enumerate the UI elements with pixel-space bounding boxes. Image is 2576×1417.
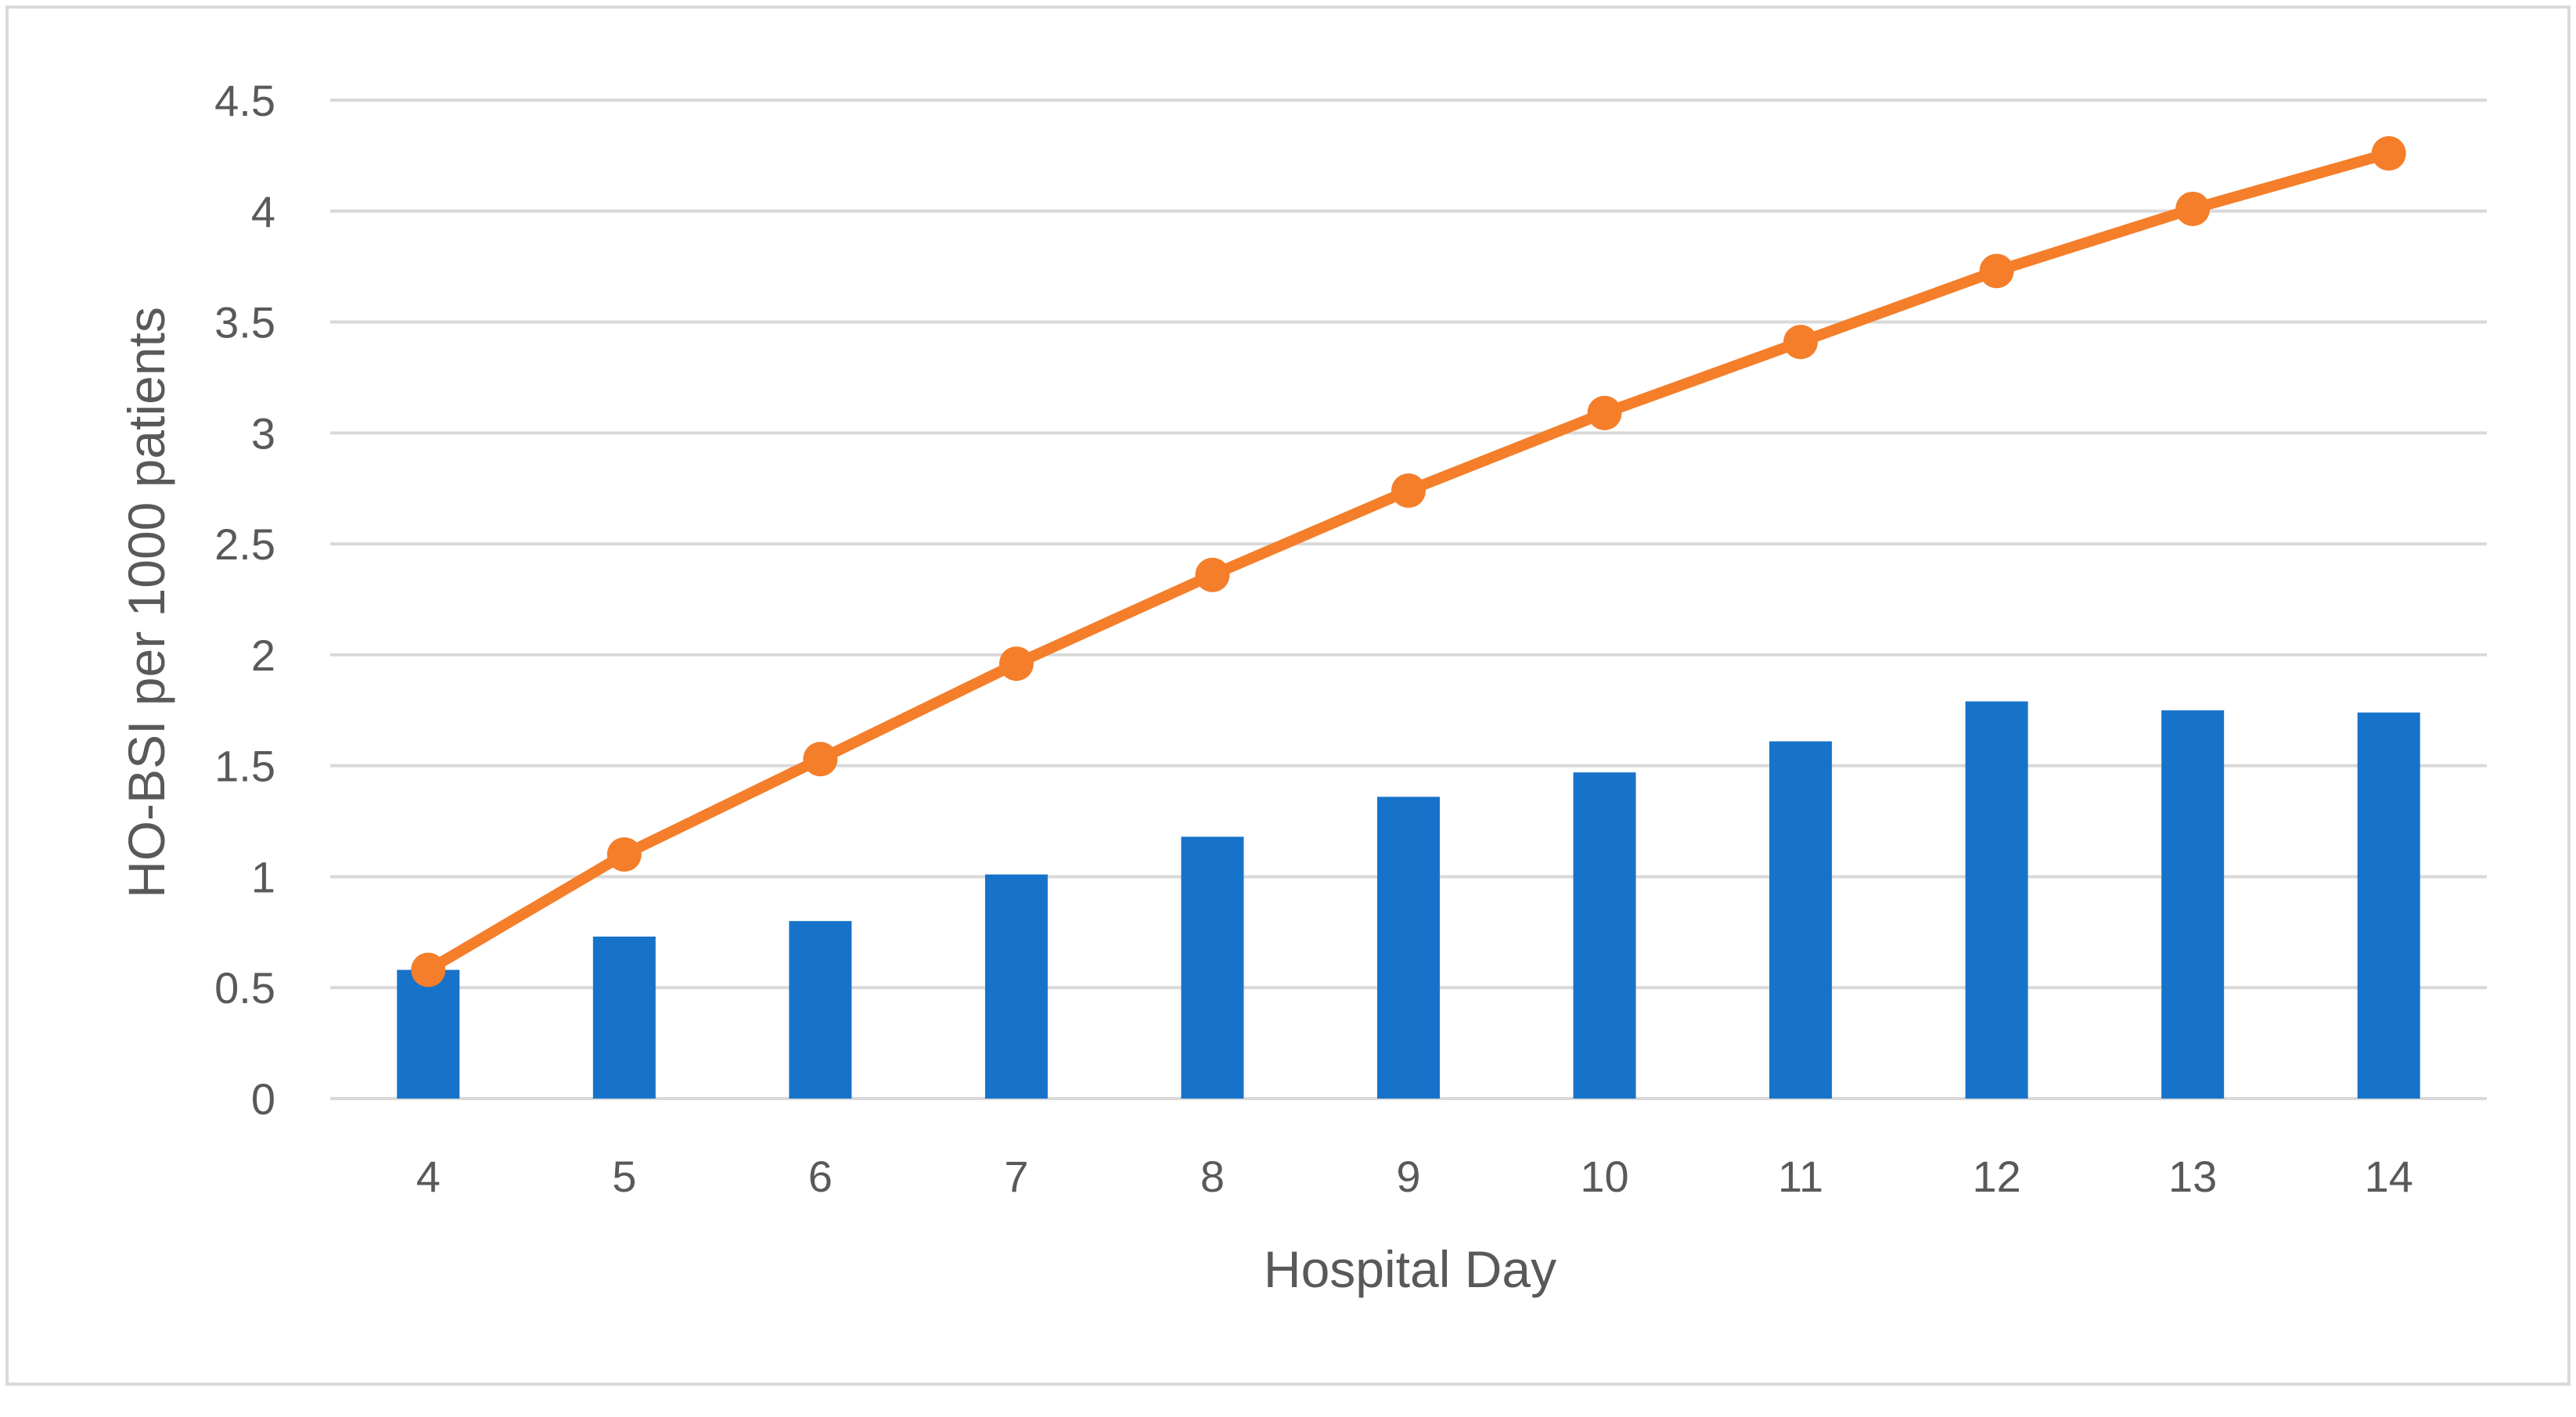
x-tick-label: 11 [1778,1152,1823,1201]
bar [2161,710,2225,1099]
x-tick-label: 14 [2365,1152,2413,1201]
x-tick-label: 5 [612,1152,636,1201]
y-tick-label: 4.5 [214,76,275,125]
bar [984,874,1048,1099]
y-tick-label: 1.5 [214,742,275,791]
x-tick-label: 12 [1972,1152,2020,1201]
y-tick-label: 3 [251,408,275,458]
bar [789,921,852,1099]
line-point [606,837,642,872]
line-series [411,136,2406,987]
y-tick-label: 1 [251,852,275,901]
y-tick-label: 0.5 [214,963,275,1012]
bar [397,969,460,1099]
line-point [998,646,1034,682]
y-tick-label: 4 [251,187,275,236]
bar [1573,772,1636,1099]
y-tick-label: 2 [251,631,275,680]
bar-series [397,701,2420,1099]
line-point [1195,557,1230,592]
bar [592,937,656,1099]
y-axis-title: HO-BSI per 1000 patients [117,307,175,898]
y-axis-ticks: 0 0.5 1 1.5 2 2.5 3 3.5 4 4.5 [214,76,275,1124]
x-tick-label: 10 [1580,1152,1628,1201]
line-point [2371,136,2406,171]
line-point [1783,325,1819,360]
bar [1965,701,2028,1099]
line-point [1391,473,1426,509]
chart-border [5,5,2571,1386]
line-point [1587,395,1622,430]
line-point [411,952,446,987]
bar [1769,741,1833,1099]
x-tick-label: 7 [1004,1152,1028,1201]
x-tick-label: 6 [808,1152,833,1201]
x-tick-label: 13 [2168,1152,2217,1201]
bar [2357,712,2420,1099]
gridlines [330,99,2487,1100]
line-point [2175,191,2211,226]
y-tick-label: 2.5 [214,520,275,569]
line-point [803,742,838,777]
x-tick-label: 8 [1200,1152,1225,1201]
line-point [1979,254,2014,289]
x-axis-title: Hospital Day [1264,1240,1556,1298]
x-tick-label: 4 [416,1152,441,1201]
y-tick-label: 0 [251,1074,275,1124]
bar [1181,836,1244,1099]
y-tick-label: 3.5 [214,298,275,347]
bar [1377,797,1440,1099]
x-tick-label: 9 [1396,1152,1420,1201]
x-axis-ticks: 4 5 6 7 8 9 10 11 12 13 14 [416,1152,2413,1201]
